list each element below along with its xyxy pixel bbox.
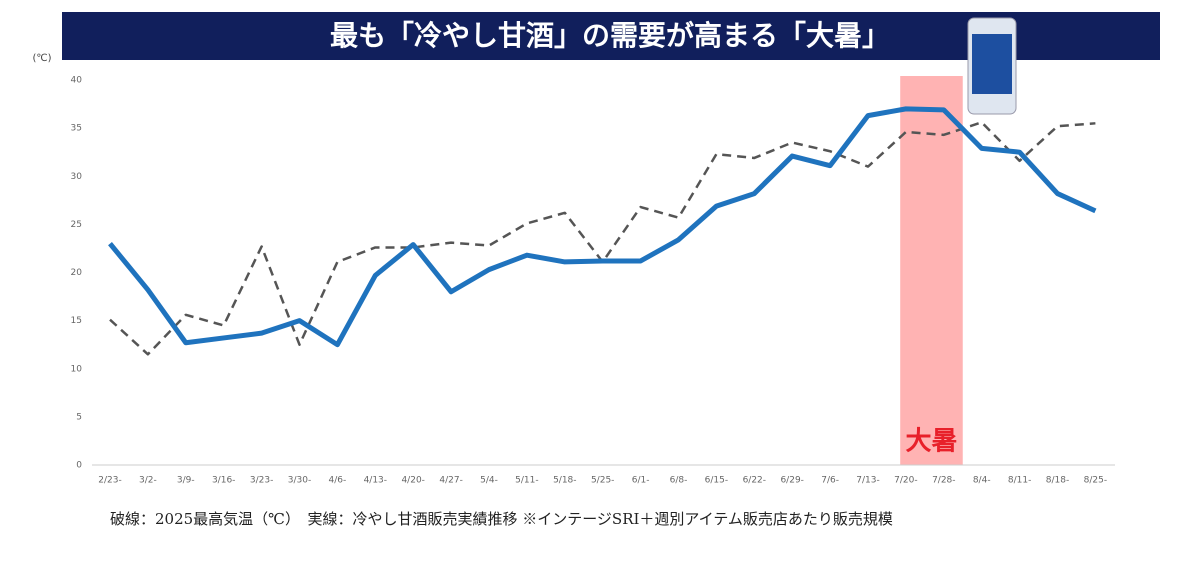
y-tick-label: 30 [71, 172, 83, 182]
highlight-band [900, 76, 963, 465]
x-tick-label: 7/20- [894, 476, 917, 486]
footnote: 破線：2025最高気温（℃） 実線：冷やし甘酒販売実績推移 ※インテージSRI＋… [110, 510, 893, 528]
x-tick-label: 5/4- [480, 476, 498, 486]
y-tick-label: 0 [76, 461, 82, 471]
x-tick-label: 3/23- [250, 476, 273, 486]
product-can [967, 17, 1017, 115]
x-tick-label: 7/28- [932, 476, 955, 486]
y-tick-label: 25 [71, 220, 82, 230]
x-tick-label: 4/20- [401, 476, 424, 486]
y-tick-label: 40 [71, 76, 83, 86]
can-label [972, 34, 1012, 94]
x-tick-label: 4/6- [329, 476, 347, 486]
x-tick-label: 6/15- [705, 476, 728, 486]
x-tick-label: 8/4- [973, 476, 991, 486]
x-tick-label: 7/13- [856, 476, 879, 486]
x-tick-label: 8/18- [1046, 476, 1069, 486]
x-tick-label: 4/27- [439, 476, 462, 486]
y-tick-label: 5 [76, 412, 82, 422]
x-tick-label: 7/6- [821, 476, 839, 486]
x-tick-label: 6/8- [670, 476, 688, 486]
x-tick-label: 8/25- [1084, 476, 1107, 486]
x-tick-label: 3/16- [212, 476, 235, 486]
x-tick-label: 3/9- [177, 476, 195, 486]
y-tick-label: 15 [71, 316, 82, 326]
series-line [108, 106, 1097, 348]
y-unit: (℃) [32, 53, 51, 64]
y-tick-label: 35 [71, 124, 82, 134]
x-tick-label: 6/1- [632, 476, 650, 486]
x-tick-label: 3/30- [288, 476, 311, 486]
highlight-label: 大暑 [905, 427, 957, 457]
x-tick-label: 6/22- [743, 476, 766, 486]
x-tick-label: 5/11- [515, 476, 538, 486]
series-line [109, 121, 1096, 356]
x-tick-label: 6/29- [780, 476, 803, 486]
x-tick-label: 4/13- [364, 476, 387, 486]
y-tick-label: 20 [71, 268, 83, 278]
x-tick-label: 5/18- [553, 476, 576, 486]
x-tick-label: 3/2- [139, 476, 157, 486]
x-tick-label: 5/25- [591, 476, 614, 486]
y-tick-label: 10 [71, 364, 83, 374]
x-tick-label: 2/23- [98, 476, 121, 486]
x-tick-label: 8/11- [1008, 476, 1031, 486]
chart-title: 最も「冷やし甘酒」の需要が高まる「大暑」 [330, 19, 890, 52]
